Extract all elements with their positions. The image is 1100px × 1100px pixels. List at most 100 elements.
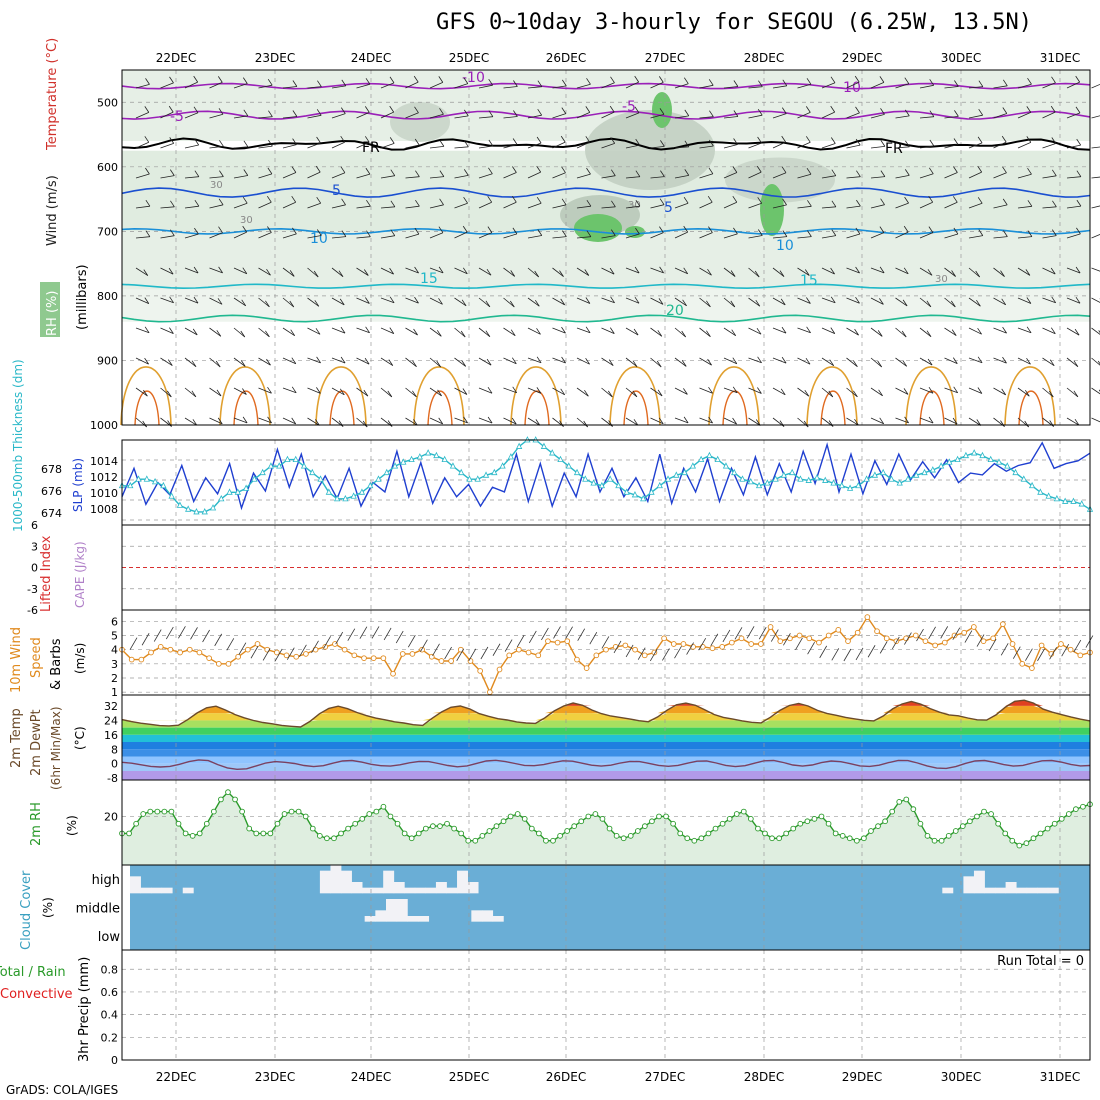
wind-barb [797,327,811,334]
wind-barb-10m [480,646,489,660]
wind-barb-10m [746,626,755,639]
wind-barb [846,417,859,426]
wind-barb [331,297,345,306]
wind-barb-flag [831,169,837,176]
wind-barb-flag [954,110,959,117]
rh2m-point [218,796,224,803]
wind-barb-flag [806,167,812,175]
wind-barb [282,201,296,209]
wind-barb-flag [953,138,959,145]
thickness-point [838,481,845,489]
thickness-point [598,481,606,489]
wind-barb-flag [488,110,494,117]
wind-barb [944,116,959,119]
wind-barb-flag [241,299,247,307]
rh2m-point [225,789,231,795]
wind-barb-10m [613,640,622,654]
thickness-point [1078,500,1085,507]
wind-barb-flag [706,300,711,308]
thickness-point [1062,497,1069,504]
wind-barb [968,202,983,209]
temp-band [122,742,1090,750]
thickness-ylabel: 1000-500mb Thickness (dm) [11,359,25,532]
wind-barb-flag [977,387,983,394]
wind-barb-10m [637,647,646,660]
dewpoint-line [121,759,1091,771]
thickness-point [565,462,572,469]
wind-barb [821,175,836,179]
thickness-point [218,494,225,502]
wind-barb-flag [436,360,442,368]
wind-barb-flag [952,357,958,364]
wind-barb [993,327,1007,334]
wind-barb [772,357,787,364]
wind-barb [233,231,247,239]
thickness-point [251,475,258,482]
wind-barb-flag [779,270,785,277]
wind-barb-flag [534,270,540,278]
wind-barb [601,297,615,304]
thickness-point [143,475,150,482]
wind-barb [625,387,638,398]
wind-barb [478,357,492,366]
wind-barb [160,82,174,89]
thickness-point [813,474,821,481]
wind-barb-flag [537,229,543,236]
rh2m-point [875,823,881,829]
wind-barb [993,85,1008,89]
wind-barb [968,357,983,364]
wind-barb-flag [1001,135,1007,143]
date-label-bottom: 28DEC [744,1070,784,1084]
rh2m-point [783,830,790,837]
wind-barb [748,202,762,209]
wind-barb [233,267,247,275]
thickness-point [1012,468,1019,476]
wind-barb [625,327,639,336]
wind-barb-10m [274,648,283,662]
rh2m-point [1058,816,1065,822]
temp-tick: 24 [104,714,118,727]
wind-speed-point [603,646,609,653]
sounding-y-tick: 500 [97,96,118,109]
rh2m-point [974,813,980,820]
wind-barb [870,176,885,179]
thickness-point [193,508,200,515]
wind-barb [233,115,248,119]
thickness-point [441,455,448,463]
wind-barb-flag [782,198,787,206]
wind-barb-flag [586,230,592,237]
rh2m-point [486,828,493,834]
wind-barb-flag [219,170,224,177]
wind-barb-flag [657,389,663,397]
wind-barb-flag [904,416,909,424]
wind-barb [429,387,442,397]
wind-barb-flag [291,417,297,425]
wind-speed-point [545,638,551,645]
wind-barb-flag [977,327,982,335]
thickness-point [499,462,506,469]
wind-speed-point [361,655,367,662]
wind-barb-flag [413,328,418,336]
rh2m-point [345,825,351,832]
rh2m-point [571,823,578,829]
thickness-point [830,479,837,486]
wind-barb [650,204,665,209]
wind-speed-point [728,639,735,646]
cloud-ylabel: Cloud Cover [19,870,34,950]
wind-speed-point [680,641,687,647]
wind-barb-flag [977,136,983,144]
wind-barb-flag [659,198,665,205]
wind-barb [184,176,199,179]
wind-barb [993,113,1007,119]
wind-barb [356,357,370,365]
wind-barb [919,327,932,338]
wind-barb-flag [877,330,883,337]
wind-barb-flag [315,328,321,335]
wind-barb [1091,387,1100,395]
rh2m-point [246,825,253,832]
wind-barb-10m [516,634,525,648]
wind-barb-flag [215,360,221,368]
wind-barb-flag [292,80,298,87]
cloud-bar-high [446,887,458,894]
wind-barb-flag [732,166,738,173]
